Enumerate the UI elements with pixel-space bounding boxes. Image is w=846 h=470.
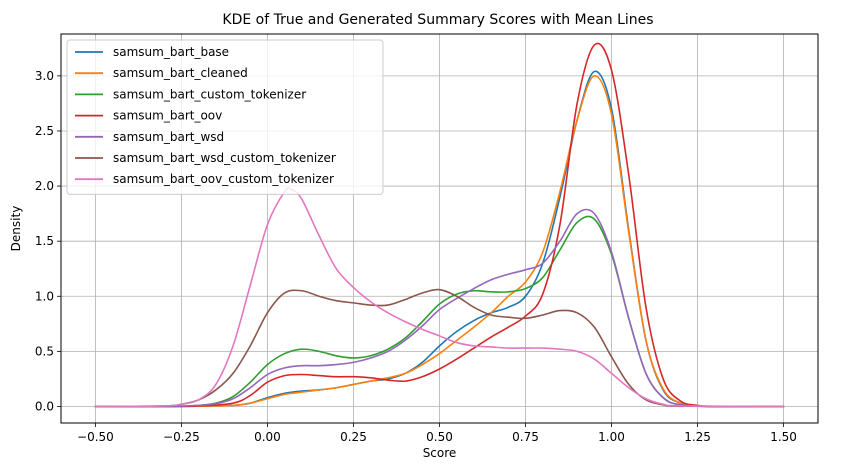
y-tick-label: 2.0 [35,179,54,193]
chart-title: KDE of True and Generated Summary Scores… [222,12,653,28]
series-line-samsum-bart-oov [94,42,785,408]
legend-label: samsum_bart_wsd_custom_tokenizer [113,151,336,165]
x-tick-label: 1.50 [770,430,797,444]
y-axis-label: Density [9,206,23,252]
legend-label: samsum_bart_wsd [113,130,224,144]
legend-label: samsum_bart_oov_custom_tokenizer [113,172,334,186]
y-tick-label: 2.5 [35,124,54,138]
x-tick-label: 0.75 [512,430,539,444]
series-line-samsum-bart-oov-custom-tokenizer [94,187,785,408]
series-line-samsum-bart-wsd [94,208,785,408]
y-tick-label: 0.0 [35,399,54,413]
axis-ticks: −0.50 −0.25 0.00 0.25 0.50 0.75 1.00 1.25 1.50 0.… [35,69,797,444]
x-tick-label: 1.25 [684,430,711,444]
x-tick-label: 0.00 [254,430,281,444]
y-tick-label: 3.0 [35,69,54,83]
legend-label: samsum_bart_custom_tokenizer [113,87,306,101]
x-axis-label: Score [423,446,457,460]
y-tick-label: 0.5 [35,344,54,358]
legend-label: samsum_bart_oov [113,109,222,123]
series-lines [94,42,785,408]
x-tick-label: 0.25 [340,430,367,444]
series-line-samsum-bart-cleaned [94,75,785,408]
x-tick-label: −0.25 [163,430,200,444]
series-line-samsum-bart-wsd-custom-tokenizer [94,288,785,408]
x-tick-label: −0.50 [77,430,114,444]
legend-label: samsum_bart_base [113,45,229,59]
x-tick-label: 0.50 [426,430,453,444]
legend: samsum_bart_base samsum_bart_cleanedsamsu… [66,39,384,195]
y-tick-label: 1.5 [35,234,54,248]
x-tick-label: 1.00 [598,430,625,444]
legend-box [66,39,384,195]
y-tick-label: 1.0 [35,289,54,303]
legend-label: samsum_bart_cleaned [113,66,248,80]
